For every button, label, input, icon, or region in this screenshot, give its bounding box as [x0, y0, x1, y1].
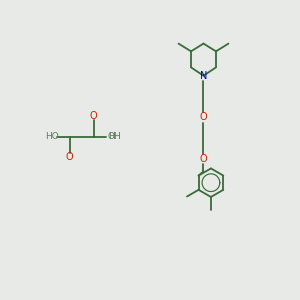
- Text: O: O: [200, 154, 207, 164]
- Text: H: H: [108, 132, 114, 141]
- Text: O: O: [200, 112, 207, 122]
- Text: O: O: [90, 111, 97, 121]
- Text: HO: HO: [45, 132, 59, 141]
- Text: N: N: [200, 71, 207, 81]
- Text: O: O: [66, 152, 74, 162]
- Text: OH: OH: [107, 132, 121, 141]
